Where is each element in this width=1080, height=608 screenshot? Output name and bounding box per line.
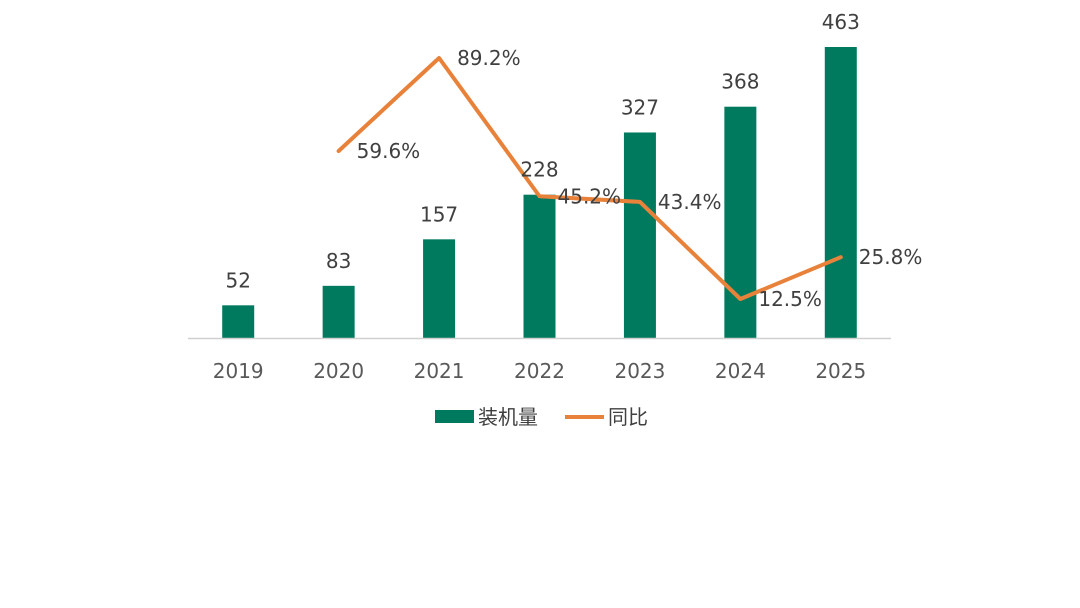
x-tick-label-2019: 2019 — [213, 359, 264, 383]
bar-value-label-2022: 228 — [520, 158, 558, 182]
bar-2019 — [222, 305, 255, 338]
bar-2021 — [423, 239, 456, 338]
line-layer — [336, 56, 843, 301]
yoy-value-label-2025: 25.8% — [859, 245, 923, 269]
legend-label-bar: 装机量 — [478, 405, 538, 429]
legend-swatch-bar — [435, 410, 474, 423]
bars-layer — [222, 47, 857, 338]
bar-2022 — [523, 194, 556, 338]
x-tick-label-2023: 2023 — [614, 359, 665, 383]
yoy-value-label-2020: 59.6% — [357, 139, 421, 163]
bar-2024 — [724, 106, 757, 338]
yoy-line — [336, 56, 843, 301]
x-tick-label-2022: 2022 — [514, 359, 565, 383]
x-tick-label-2020: 2020 — [313, 359, 364, 383]
data-labels-layer: 52 83 157 228 327 368 463 59.6% 89.2% 45.2% 43.4% 1… — [225, 10, 922, 311]
x-axis: 2019 2020 2021 2022 2023 2024 2025 — [188, 337, 891, 383]
bar-value-label-2021: 157 — [420, 202, 458, 226]
bar-value-label-2025: 463 — [822, 10, 860, 34]
x-tick-label-2021: 2021 — [414, 359, 465, 383]
yoy-value-label-2023: 43.4% — [658, 190, 722, 214]
bar-2025 — [824, 47, 857, 338]
bar-value-label-2019: 52 — [225, 268, 250, 292]
yoy-value-label-2021: 89.2% — [457, 46, 521, 70]
x-tick-label-2024: 2024 — [715, 359, 766, 383]
yoy-value-label-2024: 12.5% — [758, 287, 822, 311]
legend-label-line: 同比 — [608, 405, 648, 429]
bar-value-label-2024: 368 — [721, 70, 759, 94]
bar-2020 — [322, 285, 355, 338]
bar-value-label-2023: 327 — [621, 95, 659, 119]
bar-2023 — [623, 132, 656, 338]
bar-value-label-2020: 83 — [326, 249, 351, 273]
yoy-value-label-2022: 45.2% — [558, 184, 622, 208]
legend: 装机量 同比 — [435, 405, 648, 429]
x-tick-label-2025: 2025 — [815, 359, 866, 383]
